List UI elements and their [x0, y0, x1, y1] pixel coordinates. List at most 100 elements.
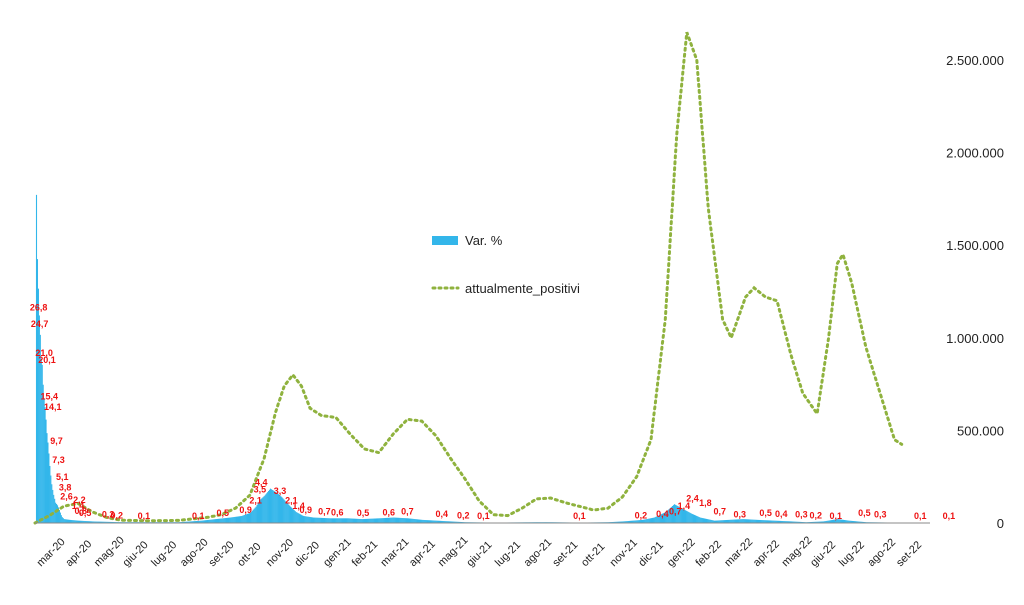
bar [857, 521, 859, 523]
bar [82, 520, 84, 523]
bar [431, 520, 433, 523]
bar [656, 516, 658, 523]
bar [193, 521, 195, 523]
bar [102, 521, 104, 523]
bar [258, 501, 260, 523]
bar [655, 516, 657, 523]
bar [398, 517, 400, 523]
bar [751, 519, 753, 523]
bar [264, 495, 266, 523]
bar [449, 521, 451, 523]
bar [355, 518, 357, 523]
bar [663, 512, 665, 523]
bar [316, 517, 318, 523]
bar [288, 504, 290, 523]
data-label: 2,2 [73, 495, 86, 505]
bar [739, 519, 741, 523]
bar [269, 488, 272, 524]
bar [235, 516, 237, 523]
x-tick-label: feb-21 [350, 539, 381, 570]
bar [685, 510, 687, 523]
bar [694, 515, 696, 523]
bar [204, 520, 207, 523]
bar [296, 512, 298, 523]
bar [740, 519, 742, 523]
bar [721, 520, 723, 523]
bar [59, 512, 61, 523]
bar [250, 511, 252, 523]
bar [749, 519, 751, 523]
bar [447, 521, 449, 523]
bar [217, 518, 219, 523]
bar [188, 521, 190, 523]
bar [222, 518, 224, 523]
bar [104, 521, 106, 523]
bar [654, 517, 656, 523]
bar [91, 521, 93, 523]
bar [623, 521, 625, 523]
bar [303, 516, 305, 523]
bar [352, 518, 354, 523]
bar [335, 518, 337, 523]
bar [689, 512, 691, 523]
bar [364, 518, 366, 523]
bar [77, 520, 79, 523]
bar [61, 517, 63, 523]
bar [283, 499, 285, 523]
bar [50, 475, 52, 523]
x-tick-label: feb-22 [694, 539, 725, 570]
bar [402, 518, 404, 523]
bar [379, 518, 381, 523]
bar [833, 519, 835, 523]
bar [318, 517, 320, 523]
bar [249, 512, 251, 523]
bar [844, 520, 846, 523]
bar [371, 518, 373, 523]
bar [639, 520, 641, 523]
bar [331, 518, 333, 523]
bar [674, 504, 676, 523]
bar [107, 521, 109, 523]
bar [251, 510, 253, 523]
bar [738, 519, 740, 523]
bar [650, 518, 652, 523]
bar [726, 519, 728, 523]
bar [454, 521, 456, 523]
data-label: 5,1 [56, 472, 69, 482]
bar [763, 520, 765, 523]
bar [62, 518, 64, 523]
bar [841, 519, 844, 523]
bar [772, 520, 774, 523]
bar [351, 518, 353, 523]
bar [718, 520, 720, 523]
bar [793, 521, 795, 523]
bar [862, 521, 865, 523]
x-axis-ticks: mar-20apr-20mag-20giu-20lug-20ago-20set-… [35, 534, 925, 569]
bar [794, 521, 796, 523]
bar [660, 514, 662, 523]
data-label: 0,7 [401, 507, 414, 517]
bar [796, 521, 798, 523]
bar [791, 521, 793, 523]
bar [284, 500, 286, 523]
bar [38, 315, 40, 523]
bar [399, 517, 401, 523]
bar [310, 517, 313, 523]
bar [707, 519, 709, 523]
bar [696, 516, 698, 523]
bar [852, 521, 854, 523]
data-label: 9,7 [50, 436, 63, 446]
bar [733, 519, 735, 523]
bar [720, 520, 722, 523]
bar [746, 519, 748, 523]
bar [409, 518, 411, 523]
bar [846, 520, 848, 523]
bar [700, 517, 702, 523]
x-tick-label: set-21 [550, 539, 580, 569]
bar [817, 521, 819, 523]
bar [682, 508, 684, 523]
bar [842, 519, 845, 524]
bar [781, 521, 783, 523]
bar [704, 518, 706, 523]
data-label: 0,6 [383, 507, 396, 517]
